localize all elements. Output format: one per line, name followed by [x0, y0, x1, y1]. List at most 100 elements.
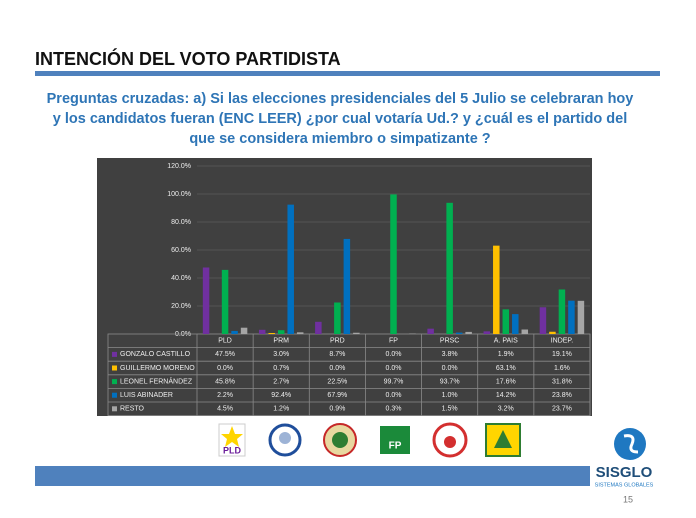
bar: [296, 332, 304, 334]
bar: [268, 333, 275, 334]
title-rule: [35, 71, 660, 76]
x-tick-label: PRM: [273, 338, 289, 345]
table-value: 3.8%: [442, 351, 458, 358]
legend-swatch: [112, 351, 117, 357]
table-value: 1.5%: [442, 406, 458, 413]
x-tick-label: PRSC: [440, 338, 459, 345]
logo-apais-mark: [494, 430, 512, 448]
table-value: 93.7%: [440, 378, 460, 385]
x-tick-label: PRD: [330, 338, 345, 345]
table-value: 2.2%: [217, 392, 233, 399]
bar: [493, 245, 500, 334]
brand-subtitle: SISTEMAS GLOBALES: [595, 482, 654, 488]
table-value: 0.0%: [442, 365, 458, 372]
table-value: 8.7%: [329, 351, 345, 358]
table-value: 0.0%: [386, 365, 402, 372]
table-value: 99.7%: [384, 378, 404, 385]
bar: [287, 204, 294, 334]
table-value: 63.1%: [496, 365, 516, 372]
bar: [539, 307, 547, 334]
brand-logo: [614, 428, 646, 460]
bar: [202, 267, 210, 334]
table-value: 3.0%: [273, 351, 289, 358]
table-value: 19.1%: [552, 351, 572, 358]
table-value: 0.0%: [217, 365, 233, 372]
bar: [231, 330, 238, 334]
bar: [577, 300, 585, 334]
subtitle-line: que se considera miembro o simpatizante …: [189, 131, 490, 147]
logo-fp: [380, 426, 410, 454]
table-value: 23.8%: [552, 392, 572, 399]
bar: [568, 300, 575, 334]
table-value: 3.2%: [498, 406, 514, 413]
legend-label: GUILLERMO MORENO: [120, 365, 195, 372]
page-number: 15: [623, 494, 633, 504]
legend-label: LUIS ABINADER: [120, 392, 173, 399]
slide-title: INTENCIÓN DEL VOTO PARTIDISTA: [35, 48, 341, 69]
bar: [446, 202, 453, 334]
logo-prm-inner: [279, 432, 291, 444]
table-value: 14.2%: [496, 392, 516, 399]
y-tick-label: 60.0%: [171, 247, 191, 254]
legend-swatch: [112, 406, 117, 412]
bar: [390, 194, 397, 334]
legend-label: LEONEL FERNÁNDEZ: [120, 376, 193, 385]
subtitle-line: Preguntas cruzadas: a) Si las elecciones…: [47, 91, 634, 107]
x-tick-label: PLD: [218, 338, 232, 345]
logo-star: [221, 426, 243, 447]
bar: [558, 289, 566, 334]
brand-name: SISGLO: [596, 464, 653, 481]
table-value: 67.9%: [327, 392, 347, 399]
legend-label: GONZALO CASTILLO: [120, 351, 191, 358]
y-tick-label: 100.0%: [167, 191, 191, 198]
bar: [240, 327, 248, 334]
x-tick-label: FP: [389, 338, 398, 345]
bar: [455, 332, 463, 334]
bar: [315, 321, 322, 334]
table-value: 1.9%: [498, 351, 514, 358]
legend-swatch: [112, 379, 117, 385]
chart: 0.0% 20.0% 40.0% 60.0% 80.0% 100.0% 120.0% PLD 4…: [107, 163, 591, 416]
bar: [353, 332, 360, 334]
party-logos: PLD FP: [218, 422, 521, 458]
legend-label: RESTO: [120, 406, 145, 413]
table-value: 31.8%: [552, 378, 572, 385]
x-tick-label: INDEP.: [551, 338, 573, 345]
bar: [334, 302, 341, 334]
legend-swatch: [112, 392, 117, 398]
bar: [258, 329, 266, 334]
bar: [521, 329, 529, 334]
bar: [549, 331, 556, 334]
bar: [277, 330, 285, 334]
table-value: 23.7%: [552, 406, 572, 413]
y-tick-label: 40.0%: [171, 275, 191, 282]
bar: [465, 331, 472, 334]
table-value: 22.5%: [327, 378, 347, 385]
legend-swatch: [112, 365, 117, 371]
table-value: 1.6%: [554, 365, 570, 372]
footer-bar: [35, 466, 590, 486]
x-tick-label: A. PAIS: [494, 338, 518, 345]
table-value: 2.7%: [273, 378, 289, 385]
table-value: 45.8%: [215, 378, 235, 385]
bar: [343, 238, 351, 334]
table-value: 0.3%: [386, 406, 402, 413]
bar: [221, 269, 229, 334]
logo-text: PLD: [223, 445, 242, 455]
table-value: 0.0%: [386, 351, 402, 358]
table-value: 92.4%: [271, 392, 291, 399]
table-value: 1.2%: [273, 406, 289, 413]
table-value: 47.5%: [215, 351, 235, 358]
table-value: 4.5%: [217, 406, 233, 413]
table-value: 0.9%: [329, 406, 345, 413]
brand-logo-mark: [623, 434, 639, 454]
y-tick-label: 20.0%: [171, 303, 191, 310]
logo-prd-inner: [332, 432, 348, 448]
bar: [427, 328, 434, 334]
logo-text: FP: [389, 441, 402, 452]
bar: [483, 331, 491, 334]
table-value: 0.0%: [386, 392, 402, 399]
bar: [512, 314, 519, 334]
subtitle-line: y los candidatos fueran (ENC LEER) ¿por …: [53, 111, 627, 127]
